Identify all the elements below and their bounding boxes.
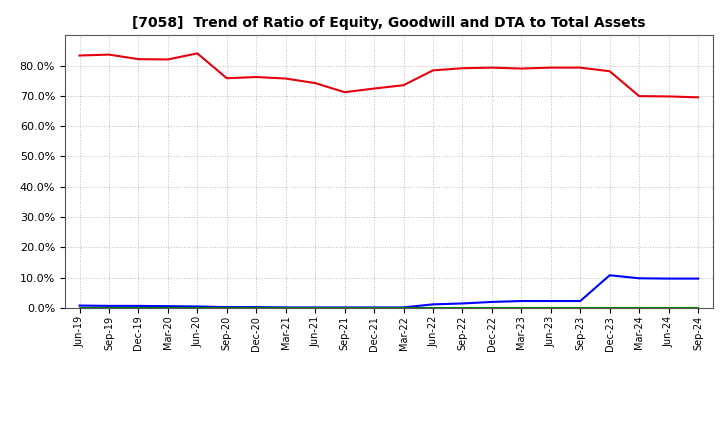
Goodwill bbox=[104, 303, 113, 308]
Deferred Tax Assets bbox=[222, 305, 231, 311]
Goodwill bbox=[576, 298, 585, 304]
Deferred Tax Assets bbox=[193, 305, 202, 311]
Goodwill bbox=[665, 276, 673, 281]
Deferred Tax Assets bbox=[576, 305, 585, 311]
Deferred Tax Assets bbox=[428, 305, 437, 311]
Goodwill bbox=[252, 304, 261, 310]
Goodwill bbox=[341, 305, 349, 310]
Equity bbox=[193, 51, 202, 56]
Equity bbox=[635, 93, 644, 99]
Equity bbox=[104, 52, 113, 57]
Equity bbox=[75, 53, 84, 58]
Goodwill bbox=[606, 273, 614, 278]
Goodwill bbox=[282, 305, 290, 310]
Equity bbox=[487, 65, 496, 70]
Deferred Tax Assets bbox=[635, 305, 644, 311]
Deferred Tax Assets bbox=[665, 305, 673, 311]
Goodwill bbox=[370, 305, 379, 310]
Goodwill bbox=[399, 305, 408, 310]
Deferred Tax Assets bbox=[311, 305, 320, 311]
Deferred Tax Assets bbox=[458, 305, 467, 311]
Equity bbox=[311, 81, 320, 86]
Deferred Tax Assets bbox=[399, 305, 408, 311]
Deferred Tax Assets bbox=[370, 305, 379, 311]
Equity bbox=[458, 66, 467, 71]
Goodwill bbox=[134, 303, 143, 308]
Equity bbox=[576, 65, 585, 70]
Deferred Tax Assets bbox=[517, 305, 526, 311]
Equity bbox=[341, 90, 349, 95]
Line: Equity: Equity bbox=[79, 53, 698, 97]
Deferred Tax Assets bbox=[487, 305, 496, 311]
Equity bbox=[546, 65, 555, 70]
Deferred Tax Assets bbox=[606, 305, 614, 311]
Equity bbox=[163, 57, 172, 62]
Equity bbox=[282, 76, 290, 81]
Goodwill bbox=[517, 298, 526, 304]
Goodwill bbox=[163, 304, 172, 309]
Goodwill bbox=[75, 303, 84, 308]
Goodwill bbox=[428, 302, 437, 307]
Equity bbox=[252, 74, 261, 80]
Goodwill bbox=[222, 304, 231, 310]
Deferred Tax Assets bbox=[694, 305, 703, 311]
Deferred Tax Assets bbox=[282, 305, 290, 311]
Goodwill bbox=[694, 276, 703, 281]
Equity bbox=[694, 95, 703, 100]
Equity bbox=[517, 66, 526, 71]
Equity bbox=[370, 86, 379, 91]
Equity bbox=[399, 83, 408, 88]
Equity bbox=[665, 94, 673, 99]
Equity bbox=[222, 76, 231, 81]
Deferred Tax Assets bbox=[252, 305, 261, 311]
Deferred Tax Assets bbox=[104, 305, 113, 311]
Deferred Tax Assets bbox=[163, 305, 172, 311]
Deferred Tax Assets bbox=[134, 305, 143, 311]
Goodwill bbox=[546, 298, 555, 304]
Deferred Tax Assets bbox=[341, 305, 349, 311]
Title: [7058]  Trend of Ratio of Equity, Goodwill and DTA to Total Assets: [7058] Trend of Ratio of Equity, Goodwil… bbox=[132, 16, 646, 30]
Goodwill bbox=[193, 304, 202, 309]
Equity bbox=[606, 69, 614, 74]
Line: Goodwill: Goodwill bbox=[79, 275, 698, 308]
Deferred Tax Assets bbox=[75, 305, 84, 311]
Goodwill bbox=[311, 305, 320, 310]
Deferred Tax Assets bbox=[546, 305, 555, 311]
Equity bbox=[134, 56, 143, 62]
Goodwill bbox=[487, 299, 496, 304]
Equity bbox=[428, 68, 437, 73]
Goodwill bbox=[458, 301, 467, 306]
Goodwill bbox=[635, 275, 644, 281]
